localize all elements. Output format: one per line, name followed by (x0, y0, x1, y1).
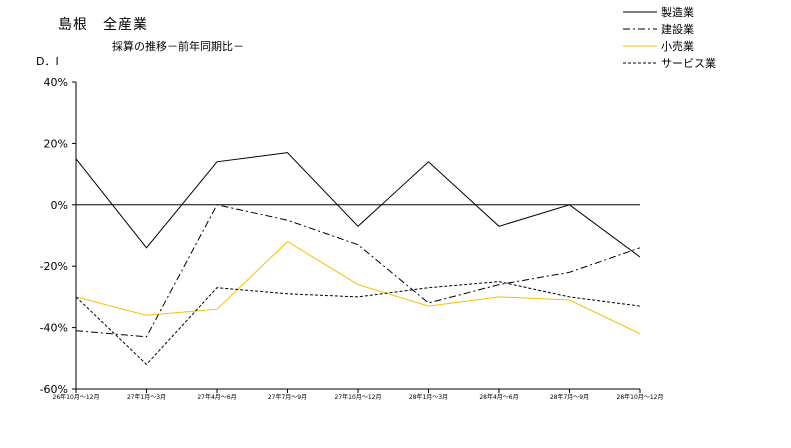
x-tick-label: 28年1月～3月 (409, 393, 448, 401)
legend-label: サービス業 (661, 57, 716, 70)
y-tick-label: 20% (44, 137, 68, 150)
y-tick-label: -20% (40, 260, 68, 273)
x-tick-label: 27年4月～6月 (197, 393, 236, 401)
y-tick-label: -40% (40, 322, 68, 335)
x-tick-label: 27年1月～3月 (127, 393, 166, 401)
chart-title: 島根 全産業 (58, 17, 148, 33)
series-line (75, 152, 641, 258)
x-tick-label: 27年10月～12月 (335, 393, 382, 401)
legend-label: 建設業 (661, 22, 694, 36)
chart-subtitle: 採算の推移－前年同期比－ (112, 40, 244, 53)
legend-label: 小売業 (661, 40, 694, 53)
x-tick-label: 27年7月～9月 (268, 393, 307, 401)
series-line (75, 240, 641, 335)
x-tick-label: 28年4月～6月 (479, 393, 518, 401)
y-tick-label: 0% (51, 199, 68, 212)
x-tick-label: 26年10月～12月 (53, 393, 100, 401)
y-tick-label: 40% (44, 76, 68, 89)
x-tick-label: 28年7月～9月 (550, 393, 589, 401)
legend-label: 製造業 (661, 5, 694, 19)
series-line (75, 204, 641, 338)
y-axis-label: D．I (36, 55, 59, 68)
y-tick-label: -60% (40, 383, 68, 396)
series-line (75, 281, 641, 366)
x-tick-label: 28年10月～12月 (617, 393, 664, 401)
